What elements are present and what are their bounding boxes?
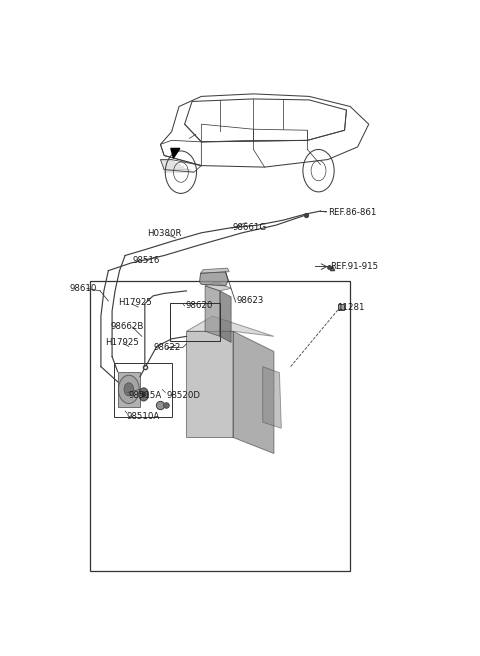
- Polygon shape: [220, 291, 231, 342]
- Text: 98610: 98610: [69, 284, 96, 293]
- Text: 98520D: 98520D: [166, 391, 200, 400]
- Polygon shape: [205, 282, 231, 291]
- Text: 98510A: 98510A: [127, 412, 160, 420]
- Circle shape: [139, 388, 148, 401]
- Bar: [90, 281, 350, 571]
- Text: H17925: H17925: [105, 338, 139, 347]
- Polygon shape: [200, 272, 228, 286]
- Text: 98623: 98623: [237, 297, 264, 306]
- Polygon shape: [186, 331, 233, 438]
- Text: 11281: 11281: [337, 302, 365, 312]
- Polygon shape: [205, 286, 220, 337]
- Bar: [114, 363, 172, 417]
- Text: REF.86-861: REF.86-861: [328, 207, 376, 216]
- Bar: [170, 304, 220, 341]
- Text: 98515A: 98515A: [128, 391, 161, 400]
- Polygon shape: [186, 316, 274, 337]
- Text: REF.91-915: REF.91-915: [330, 262, 378, 271]
- Text: 98662B: 98662B: [110, 321, 144, 331]
- Text: 98622: 98622: [153, 343, 180, 352]
- Polygon shape: [171, 148, 180, 158]
- Circle shape: [119, 375, 139, 403]
- Polygon shape: [118, 372, 140, 407]
- Polygon shape: [263, 367, 281, 428]
- Polygon shape: [201, 268, 229, 273]
- Polygon shape: [233, 331, 274, 453]
- Text: H17925: H17925: [118, 298, 152, 308]
- Circle shape: [142, 392, 146, 398]
- Text: 98516: 98516: [132, 256, 160, 264]
- Text: H0380R: H0380R: [147, 230, 182, 238]
- Text: 98620: 98620: [186, 300, 213, 310]
- Circle shape: [124, 383, 133, 396]
- Text: 98661G: 98661G: [233, 223, 267, 232]
